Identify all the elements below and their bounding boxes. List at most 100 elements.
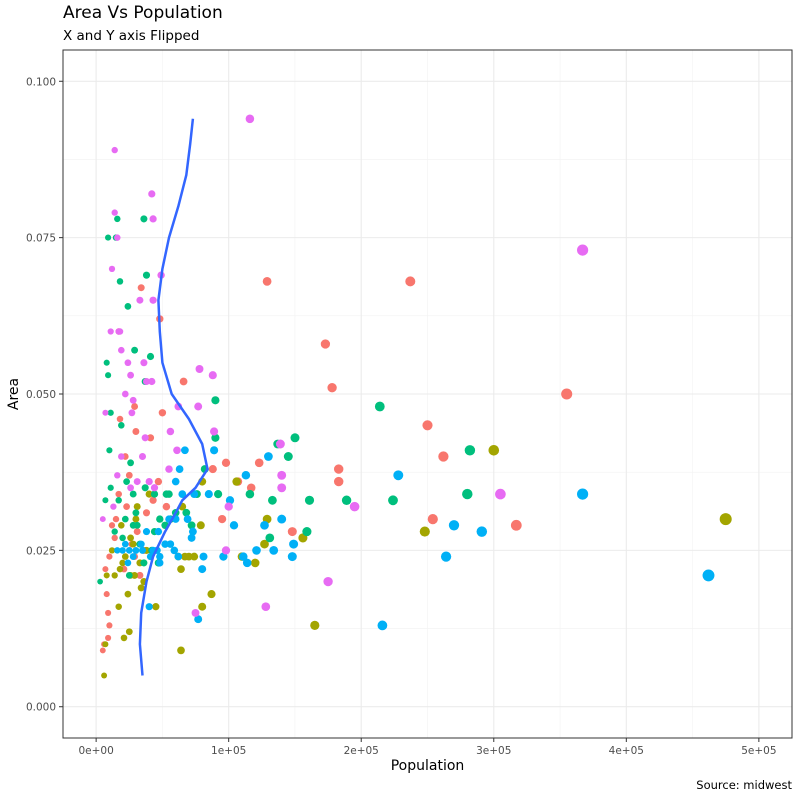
data-point-red	[162, 502, 171, 511]
data-point-pink	[118, 346, 125, 354]
data-point-blue	[121, 540, 129, 548]
data-point-green	[302, 527, 312, 537]
data-point-blue	[142, 528, 151, 536]
data-point-green	[133, 521, 141, 529]
data-point-blue	[161, 540, 169, 548]
data-point-blue	[219, 552, 228, 561]
data-point-blue	[199, 552, 208, 561]
data-point-green	[265, 533, 275, 543]
data-point-green	[268, 495, 277, 505]
data-point-green	[123, 478, 130, 485]
data-point-pink	[221, 546, 231, 555]
data-point-green	[290, 433, 300, 443]
data-point-green	[124, 303, 132, 310]
data-point-olive	[184, 552, 193, 561]
data-point-pink	[121, 390, 129, 398]
data-point-red	[106, 553, 113, 560]
data-point-red	[333, 464, 344, 474]
data-point-green	[146, 352, 155, 361]
data-point-green	[141, 484, 149, 492]
y-tick-label: 0.025	[26, 545, 56, 557]
data-point-green	[105, 234, 112, 241]
data-point-olive	[196, 521, 205, 530]
data-point-green	[245, 489, 255, 499]
data-point-blue	[125, 547, 133, 554]
data-point-green	[129, 490, 137, 498]
data-point-red	[105, 634, 112, 641]
data-point-red	[103, 591, 110, 598]
data-point-red	[154, 477, 163, 486]
x-tick-label: 5e+05	[741, 745, 776, 757]
data-point-red	[115, 490, 122, 498]
data-point-blue	[239, 552, 248, 561]
data-point-blue	[577, 488, 589, 500]
data-point-blue	[287, 552, 297, 562]
data-point-green	[283, 452, 293, 461]
data-point-pink	[127, 371, 134, 379]
data-point-blue	[194, 615, 203, 624]
data-point-green	[464, 445, 476, 456]
data-point-red	[137, 284, 145, 292]
data-point-blue	[225, 496, 235, 505]
data-point-green	[156, 515, 164, 523]
x-tick-label: 1e+05	[211, 745, 246, 757]
data-point-red	[254, 458, 264, 468]
data-point-red	[112, 515, 120, 523]
data-point-blue	[187, 533, 196, 542]
data-point-pink	[129, 396, 137, 404]
data-point-olive	[103, 572, 110, 579]
data-point-olive	[101, 672, 108, 679]
data-point-red	[287, 527, 297, 537]
data-point-pink	[195, 365, 204, 373]
y-axis-title: Area	[6, 378, 22, 410]
data-point-red	[320, 339, 331, 349]
y-tick-label: 0.050	[26, 389, 56, 401]
data-point-blue	[229, 521, 239, 530]
data-point-green	[107, 409, 114, 416]
data-point-green	[131, 346, 139, 354]
data-point-green	[150, 490, 159, 498]
scatter-points	[97, 114, 732, 679]
data-point-olive	[145, 490, 153, 498]
data-point-green	[118, 422, 125, 429]
data-point-olive	[132, 515, 140, 523]
data-point-pink	[111, 146, 118, 154]
data-point-pink	[133, 478, 141, 486]
data-point-olive	[121, 553, 129, 560]
data-point-red	[108, 522, 116, 529]
data-point-blue	[204, 490, 213, 499]
data-point-olive	[207, 590, 216, 599]
data-point-red	[208, 465, 217, 474]
data-point-green	[182, 508, 191, 517]
data-point-blue	[252, 546, 261, 555]
data-point-pink	[261, 602, 271, 612]
data-point-blue	[124, 559, 132, 567]
data-point-olive	[719, 513, 732, 526]
data-point-blue	[178, 490, 187, 498]
data-point-pink	[110, 503, 117, 510]
data-point-pink	[116, 328, 124, 335]
data-point-red	[179, 377, 188, 386]
data-point-olive	[127, 534, 134, 542]
chart-subtitle: X and Y axis Flipped	[63, 28, 200, 44]
data-point-blue	[377, 620, 388, 631]
data-point-blue	[129, 553, 137, 561]
data-point-blue	[264, 452, 273, 461]
x-tick-label: 0e+00	[78, 745, 113, 757]
data-point-blue	[269, 545, 279, 555]
data-point-pink	[111, 209, 118, 216]
data-point-pink	[142, 377, 151, 386]
data-point-green	[388, 495, 398, 506]
data-point-red	[136, 571, 144, 579]
data-point-olive	[125, 628, 133, 636]
data-point-olive	[118, 522, 125, 529]
data-point-blue	[702, 569, 715, 582]
data-point-blue	[171, 477, 180, 486]
data-point-pink	[210, 427, 219, 436]
data-point-pink	[277, 483, 287, 493]
data-point-pink	[124, 359, 132, 367]
data-point-pink	[118, 453, 125, 460]
data-point-green	[341, 495, 352, 506]
x-tick-label: 2e+05	[344, 745, 379, 757]
data-point-pink	[107, 328, 114, 335]
